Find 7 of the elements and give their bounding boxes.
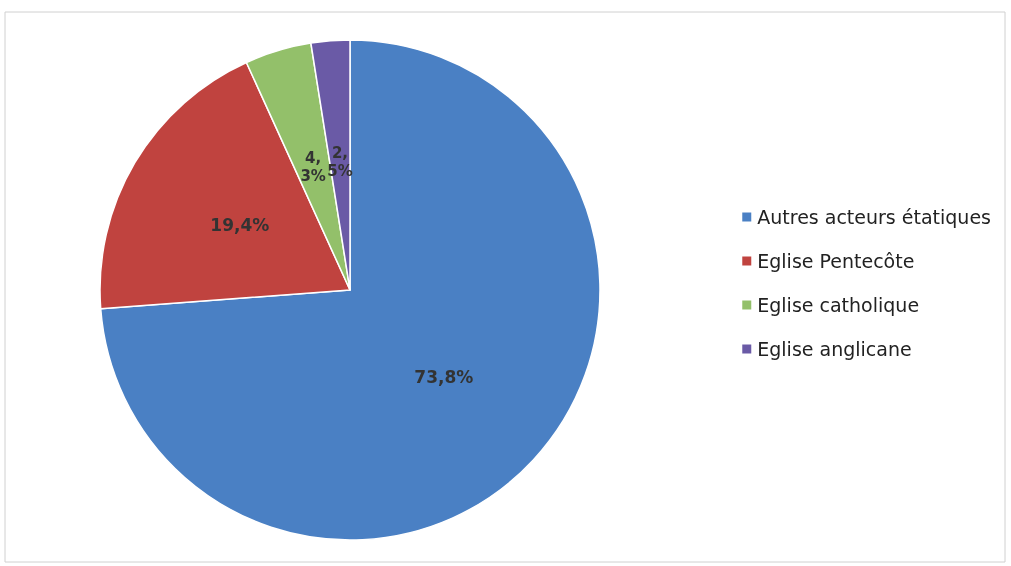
- legend-label: Eglise anglicane: [757, 338, 912, 360]
- legend-label: Autres acteurs étatiques: [757, 206, 991, 228]
- data-label: 19,4%: [210, 214, 270, 235]
- legend-label: Eglise Pentecôte: [757, 250, 915, 272]
- data-label: 73,8%: [414, 367, 474, 388]
- data-label: 4,3%: [300, 149, 326, 186]
- legend-label: Eglise catholique: [757, 294, 920, 316]
